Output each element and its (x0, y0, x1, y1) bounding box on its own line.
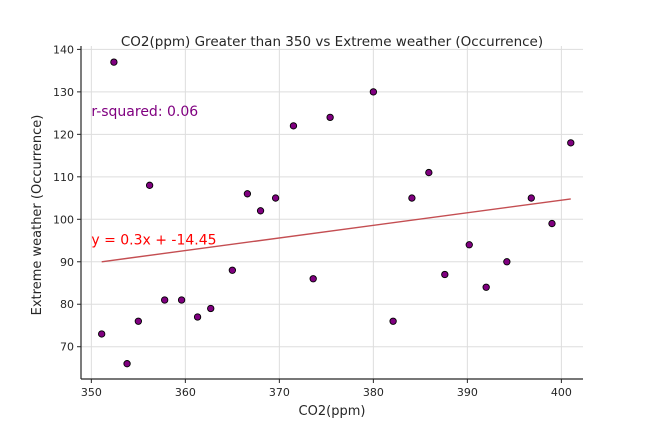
chart-title: CO2(ppm) Greater than 350 vs Extreme wea… (121, 34, 543, 50)
regression-line-group (101, 198, 571, 263)
tick-labels: 350 360 370 380 390 400 70 80 90 100 110 120 130 140 (53, 43, 572, 399)
x-tick-label: 370 (269, 386, 290, 399)
data-point (289, 122, 298, 130)
data-point (425, 168, 433, 177)
x-tick-label: 380 (363, 386, 384, 399)
data-point (326, 113, 334, 122)
data-point (110, 58, 118, 66)
data-point (98, 330, 106, 338)
annotation-text: r-squared: 0.06 (91, 104, 198, 120)
axes (77, 46, 583, 383)
y-tick-label: 130 (53, 86, 74, 99)
data-point (465, 241, 473, 249)
data-point (193, 313, 202, 321)
y-tick-label: 140 (53, 43, 74, 56)
annotations: r-squared: 0.06 y = 0.3x + -14.45 (91, 104, 216, 248)
x-tick-label: 390 (457, 386, 478, 399)
data-point (389, 317, 397, 325)
y-tick-label: 70 (60, 341, 74, 354)
data-point (503, 258, 511, 266)
data-point (369, 88, 378, 96)
data-point (527, 194, 535, 202)
y-tick-label: 100 (53, 213, 74, 226)
annotation-text: y = 0.3x + -14.45 (91, 232, 216, 248)
x-tick-label: 360 (175, 386, 196, 399)
y-tick-label: 90 (60, 256, 74, 269)
y-tick-label: 80 (60, 298, 74, 311)
data-point (177, 296, 186, 304)
data-points (98, 58, 575, 368)
data-point (271, 194, 280, 202)
x-axis-label: CO2(ppm) (299, 404, 366, 419)
data-point (441, 270, 449, 279)
x-tick-label: 350 (81, 386, 102, 399)
y-tick-label: 120 (53, 128, 74, 141)
y-tick-label: 110 (53, 171, 74, 184)
data-point (123, 360, 131, 368)
data-point (408, 194, 416, 202)
data-point (134, 317, 142, 325)
data-point (309, 275, 317, 283)
data-point (228, 266, 237, 274)
data-point (145, 181, 154, 189)
data-point (243, 190, 252, 198)
data-point (161, 296, 169, 304)
grid-lines (81, 46, 583, 379)
regression-line (101, 198, 571, 263)
x-tick-label: 400 (551, 386, 572, 399)
data-point (548, 219, 556, 228)
y-axis-label: Extreme weather (Occurrence) (30, 115, 45, 316)
data-point (256, 207, 265, 215)
data-point (567, 139, 575, 147)
data-point (482, 283, 490, 291)
data-point (207, 304, 215, 313)
